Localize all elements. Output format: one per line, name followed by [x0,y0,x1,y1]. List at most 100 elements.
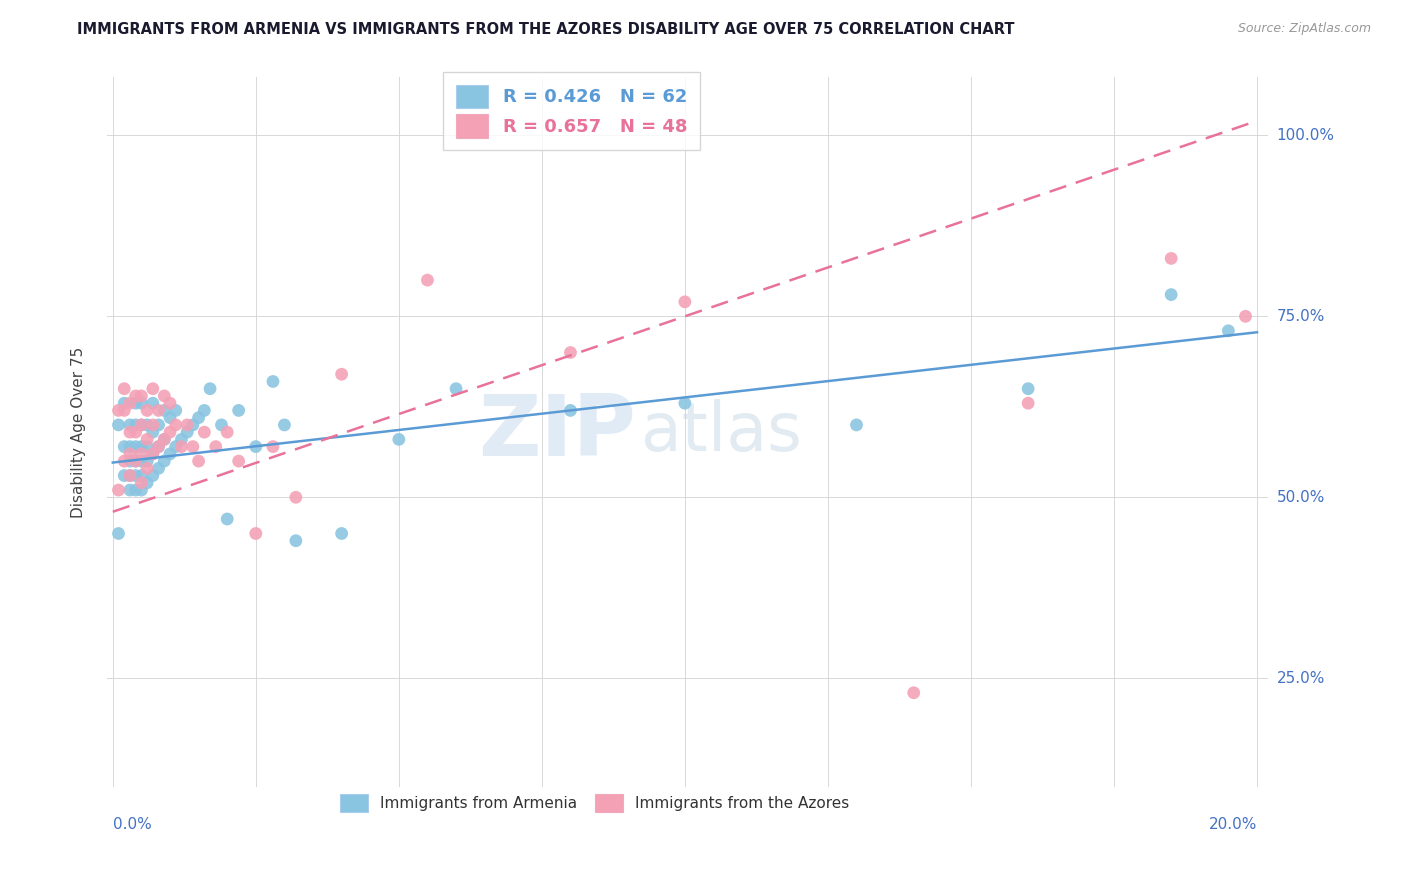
Point [245,440,267,454]
Point [124,468,146,483]
Point [131,396,153,410]
Point [262,440,284,454]
Text: atlas: atlas [641,399,803,465]
Point [181,440,204,454]
Text: 100.0%: 100.0% [1277,128,1334,143]
Point [112,403,135,417]
Point [228,454,250,468]
Text: 75.0%: 75.0% [1277,309,1324,324]
Point [118,483,141,497]
Point [112,382,135,396]
Point [193,425,215,439]
Point [136,454,159,468]
Point [118,396,141,410]
Point [273,417,295,432]
Point [673,396,696,410]
Point [131,440,153,454]
Text: 25.0%: 25.0% [1277,671,1324,686]
Point [159,410,181,425]
Point [1234,310,1257,324]
Point [148,440,170,454]
Point [153,389,176,403]
Point [131,447,153,461]
Point [112,396,135,410]
Point [118,425,141,439]
Point [388,433,411,447]
Point [118,417,141,432]
Point [131,468,153,483]
Point [107,417,129,432]
Point [198,382,221,396]
Point [153,403,176,417]
Point [148,403,170,417]
Point [187,410,209,425]
Point [673,294,696,309]
Point [112,468,135,483]
Point [262,375,284,389]
Point [118,454,141,468]
Point [217,425,239,439]
Text: Source: ZipAtlas.com: Source: ZipAtlas.com [1237,22,1371,36]
Point [211,417,233,432]
Point [148,461,170,475]
Point [124,417,146,432]
Point [193,403,215,417]
Point [1017,396,1039,410]
Point [142,417,165,432]
Point [131,483,153,497]
Point [136,417,159,432]
Point [112,440,135,454]
Point [165,440,187,454]
Point [330,526,353,541]
Point [142,468,165,483]
Point [1160,252,1182,266]
Point [124,389,146,403]
Text: 50.0%: 50.0% [1277,490,1324,505]
Point [136,461,159,475]
Point [153,433,176,447]
Point [245,526,267,541]
Point [1160,287,1182,301]
Text: IMMIGRANTS FROM ARMENIA VS IMMIGRANTS FROM THE AZORES DISABILITY AGE OVER 75 COR: IMMIGRANTS FROM ARMENIA VS IMMIGRANTS FR… [77,22,1015,37]
Point [136,403,159,417]
Point [148,417,170,432]
Point [560,345,582,359]
Point [159,447,181,461]
Point [903,686,925,700]
Point [131,417,153,432]
Point [142,396,165,410]
Point [170,440,193,454]
Point [416,273,439,287]
Text: 20.0%: 20.0% [1209,817,1257,832]
Point [159,425,181,439]
Point [284,491,307,505]
Point [560,403,582,417]
Point [204,440,226,454]
Point [107,403,129,417]
Point [176,425,198,439]
Point [1218,324,1240,338]
Text: 0.0%: 0.0% [112,817,152,832]
Point [153,454,176,468]
Point [142,425,165,439]
Point [136,440,159,454]
Point [118,468,141,483]
Point [118,440,141,454]
Point [136,433,159,447]
Point [228,403,250,417]
Point [153,433,176,447]
Point [124,483,146,497]
Point [170,433,193,447]
Legend: Immigrants from Armenia, Immigrants from the Azores: Immigrants from Armenia, Immigrants from… [335,789,855,818]
Point [142,447,165,461]
Point [124,454,146,468]
Point [142,447,165,461]
Point [181,417,204,432]
Text: ZIP: ZIP [478,391,636,474]
Point [131,389,153,403]
Point [136,475,159,490]
Point [131,475,153,490]
Point [142,382,165,396]
Point [124,396,146,410]
Point [107,526,129,541]
